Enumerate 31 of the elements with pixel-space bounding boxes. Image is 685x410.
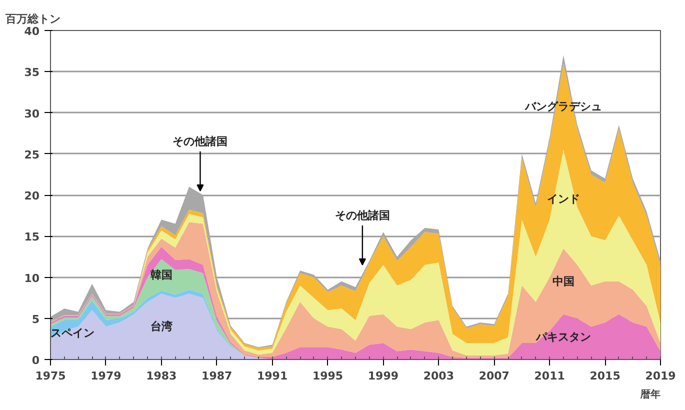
x-tick-label: 2011 xyxy=(534,370,565,382)
series-label: 中国 xyxy=(552,274,574,288)
annotation: その他諸国 xyxy=(334,209,390,222)
x-tick-label: 1995 xyxy=(312,370,344,382)
y-tick-label: 35 xyxy=(24,66,40,80)
x-axis-title: 暦年 xyxy=(640,388,660,400)
x-tick-label: 2015 xyxy=(590,370,620,382)
x-tick-label: 2007 xyxy=(478,370,510,382)
x-tick-label: 1983 xyxy=(146,370,177,382)
y-tick-label: 20 xyxy=(24,190,40,202)
x-tick-label: 1987 xyxy=(202,370,232,382)
x-tick-label: 2003 xyxy=(423,370,454,382)
x-tick-label: 2019 xyxy=(645,370,676,382)
y-axis-title: 百万総トン xyxy=(4,12,60,26)
y-tick-label: 5 xyxy=(32,312,40,326)
series-label: 台湾 xyxy=(150,320,174,334)
x-tick-label: 1975 xyxy=(35,370,66,382)
y-tick-label: 30 xyxy=(24,107,40,120)
x-tick-label: 1999 xyxy=(368,370,399,382)
x-tick-label: 1991 xyxy=(257,370,288,382)
y-tick-label: 25 xyxy=(24,148,40,162)
x-tick-label: 1979 xyxy=(90,370,122,382)
y-tick-label: 10 xyxy=(24,272,40,285)
y-tick-label: 40 xyxy=(24,25,40,38)
series-label: パキスタン xyxy=(534,330,591,344)
annotation: その他諸国 xyxy=(172,135,228,148)
y-tick-label: 0 xyxy=(32,354,40,367)
series-label: 韓国 xyxy=(150,268,172,282)
series-label: インド xyxy=(546,192,580,206)
y-tick-label: 15 xyxy=(24,230,40,244)
series-label: スペイン xyxy=(50,326,94,340)
